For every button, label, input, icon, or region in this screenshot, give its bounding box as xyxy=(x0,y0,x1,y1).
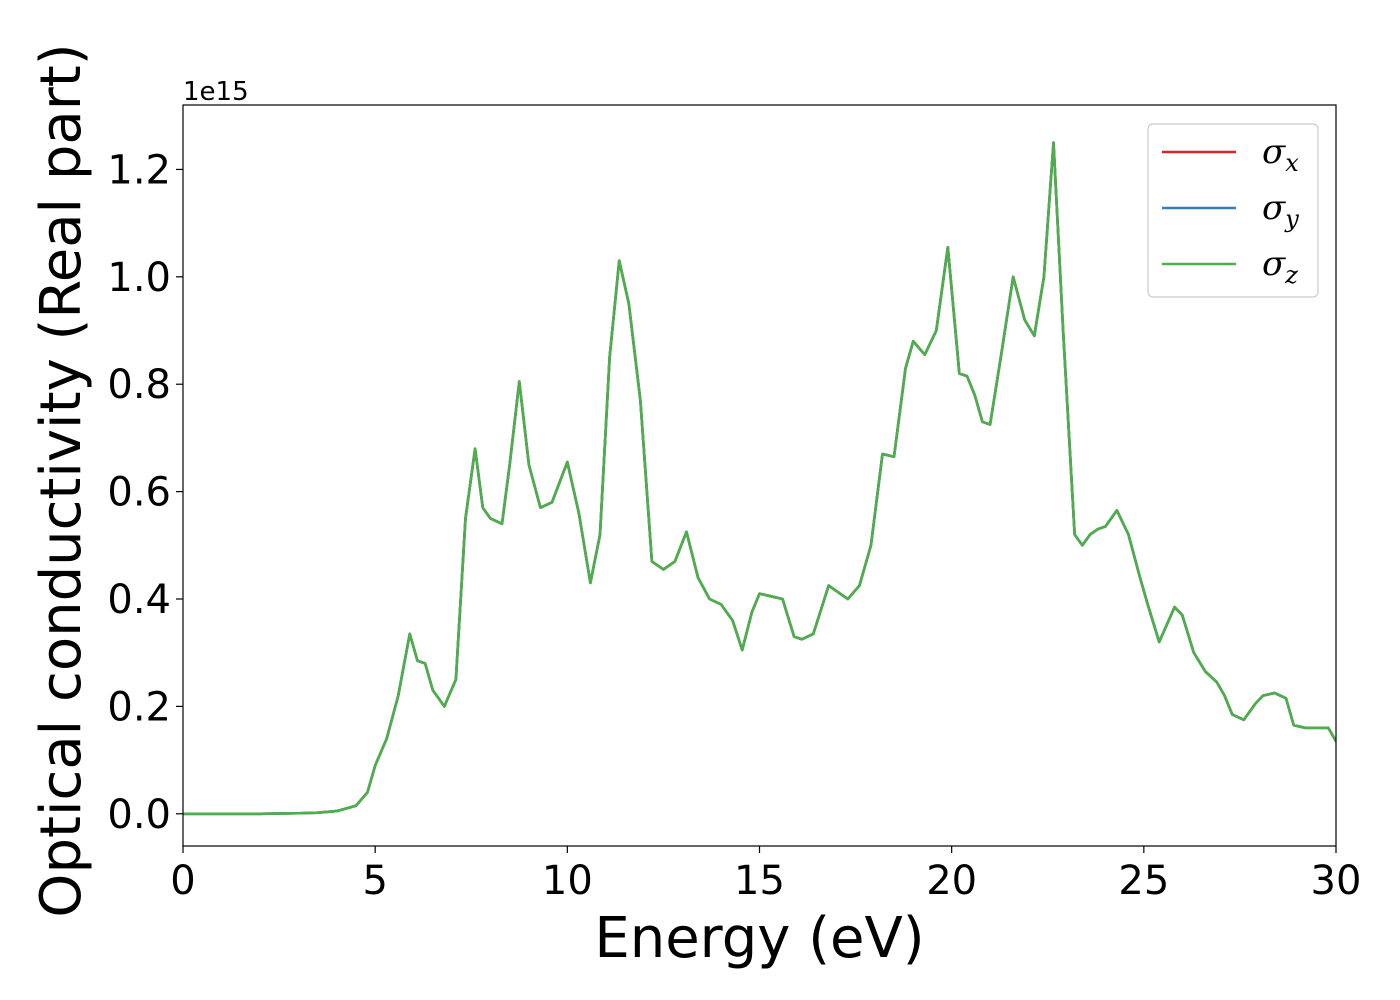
x-tick-label: 30 xyxy=(1311,858,1362,904)
series-line-2 xyxy=(183,141,1336,816)
y-tick-label: 1.2 xyxy=(107,147,171,193)
y-axis: 0.0 0.2 0.4 0.6 0.8 1.0 1.2 xyxy=(107,147,183,838)
x-tick-label: 25 xyxy=(1118,858,1169,904)
plot-area xyxy=(183,141,1336,816)
y-axis-title: Optical conductivity (Real part) xyxy=(29,43,94,917)
y-tick-label: 0.2 xyxy=(107,684,171,730)
legend: σx σy σz xyxy=(1147,123,1319,298)
legend-entry-0: σx xyxy=(1262,132,1299,177)
y-tick-label: 0.6 xyxy=(107,470,171,516)
x-tick-label: 5 xyxy=(362,858,387,904)
x-tick-label: 10 xyxy=(542,858,593,904)
legend-box xyxy=(1147,123,1319,298)
legend-entry-1: σy xyxy=(1262,188,1299,233)
x-axis: 0 5 10 15 20 25 30 xyxy=(170,846,1361,904)
y-offset-label: 1e15 xyxy=(183,77,249,107)
legend-entry-2: σz xyxy=(1262,244,1298,289)
y-tick-label: 1.0 xyxy=(107,255,171,301)
x-axis-title: Energy (eV) xyxy=(594,906,924,971)
x-tick-label: 20 xyxy=(926,858,977,904)
y-tick-label: 0.8 xyxy=(107,362,171,408)
y-tick-label: 0.0 xyxy=(107,792,171,838)
x-tick-label: 15 xyxy=(734,858,785,904)
y-tick-label: 0.4 xyxy=(107,577,171,623)
x-tick-label: 0 xyxy=(170,858,195,904)
